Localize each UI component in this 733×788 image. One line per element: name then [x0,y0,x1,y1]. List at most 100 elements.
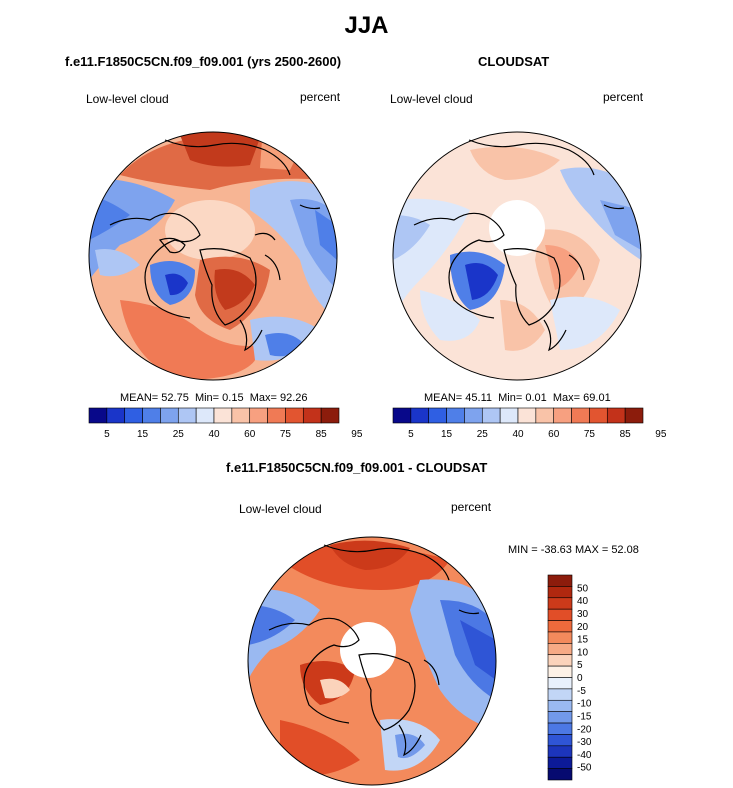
colorbar-tick-label: 5 [104,429,110,440]
panel-2-units-label: percent [603,90,644,104]
colorbar-swatch [606,407,626,424]
panel-1-units-label: percent [300,90,341,104]
colorbar-swatch [547,608,573,621]
panel-2-min-label: Min= [498,392,523,404]
colorbar-tick-label: 30 [577,609,589,620]
panel-3-variable-label: Low-level cloud [239,502,322,516]
panel-1-max-label: Max= [249,392,277,404]
panel-2-colorbar: 5 15 25 40 60 75 85 95 [392,407,667,440]
colorbar-tick-label: 85 [620,429,632,440]
colorbar-tick-label: 95 [655,429,667,440]
colorbar-tick-label: 15 [441,429,453,440]
colorbar-tick-label: -50 [577,763,592,774]
colorbar-swatch [88,407,108,424]
colorbar-tick-label: 10 [577,647,589,658]
colorbar-swatch [547,677,573,690]
colorbar-swatch [517,407,537,424]
colorbar-swatch [547,699,573,712]
colorbar-swatch [267,407,286,424]
colorbar-swatch [547,665,573,678]
panel-2-title: CLOUDSAT [478,54,550,69]
colorbar-swatch [195,407,215,424]
colorbar-tick-label: 95 [351,429,363,440]
panel-3-polar-map [247,536,497,786]
colorbar-swatch [547,597,573,610]
panel-2-variable-label: Low-level cloud [390,92,473,106]
colorbar-swatch [410,407,430,424]
panel-1-min-value: 0.15 [222,392,244,404]
colorbar-swatch [535,407,555,424]
colorbar-tick-label: 85 [316,429,328,440]
colorbar-swatch [160,407,179,424]
panel-2-stats: MEAN= 45.11 Min= 0.01 Max= 69.01 [424,392,611,404]
panel-3-units-label: percent [451,500,492,514]
colorbar-swatch [392,407,412,424]
colorbar-swatch [547,654,573,667]
colorbar-swatch [285,407,304,424]
colorbar-tick-label: 60 [244,429,256,440]
colorbar-tick-label: 15 [137,429,149,440]
colorbar-swatch [464,407,483,424]
colorbar-swatch [231,407,251,424]
panel-1-stats: MEAN= 52.75 Min= 0.15 Max= 92.26 [120,392,308,404]
colorbar-tick-label: -20 [577,724,592,735]
colorbar-tick-label: 5 [577,660,583,671]
colorbar-swatch [547,722,573,735]
colorbar-swatch [249,407,268,424]
colorbar-swatch [547,620,573,633]
colorbar-tick-label: 40 [512,429,524,440]
colorbar-swatch [547,688,573,701]
panel-1-min-label: Min= [194,392,220,404]
colorbar-tick-label: -5 [577,686,586,697]
colorbar-tick-label: 20 [577,622,589,633]
colorbar-swatch [547,734,573,747]
colorbar-tick-label: 50 [577,583,589,594]
colorbar-swatch [624,407,644,424]
panel-1-mean-label: MEAN= [120,392,159,404]
panel-2-max-value: 69.01 [583,392,611,404]
panel-1-mean-value: 52.75 [161,392,189,404]
colorbar-swatch [547,745,573,758]
panel-2-min-value: 0.01 [525,392,547,404]
colorbar-tick-label: 40 [577,596,589,607]
colorbar-tick-label: 75 [280,429,292,440]
colorbar-tick-label: 15 [577,635,589,646]
panel-1-colorbar: 5 15 25 40 60 75 85 95 [88,407,363,440]
colorbar-swatch [547,586,573,599]
colorbar-swatch [547,574,573,587]
panel-1-variable-label: Low-level cloud [86,92,169,106]
colorbar-swatch [302,407,322,424]
colorbar-swatch [547,643,573,656]
colorbar-tick-label: -10 [577,699,592,710]
colorbar-swatch [547,768,573,781]
colorbar-tick-label: -40 [577,750,592,761]
colorbar-swatch [589,407,608,424]
colorbar-swatch [547,711,573,724]
colorbar-swatch [124,407,143,424]
colorbar-tick-label: 25 [173,429,185,440]
colorbar-swatch [553,407,572,424]
panel-2-polar-map [392,131,642,381]
colorbar-swatch [446,407,465,424]
panel-1-max-value: 92.26 [279,392,308,404]
colorbar-swatch [428,407,447,424]
colorbar-swatch [177,407,197,424]
colorbar-swatch [499,407,519,424]
colorbar-swatch [481,407,501,424]
panel-2-mean-value: 45.11 [465,392,492,404]
figure-title: JJA [344,12,389,39]
colorbar-swatch [547,756,573,769]
colorbar-tick-label: -30 [577,737,592,748]
colorbar-tick-label: -15 [577,711,592,722]
colorbar-swatch [213,407,233,424]
colorbar-tick-label: 0 [577,673,583,684]
colorbar-swatch [547,631,573,644]
colorbar-tick-label: 40 [208,429,220,440]
panel-3-min-max: MIN = -38.63 MAX = 52.08 [508,544,639,556]
colorbar-swatch [142,407,161,424]
panel-2-max-label: Max= [552,392,581,404]
colorbar-swatch [571,407,590,424]
colorbar-tick-label: 60 [548,429,560,440]
